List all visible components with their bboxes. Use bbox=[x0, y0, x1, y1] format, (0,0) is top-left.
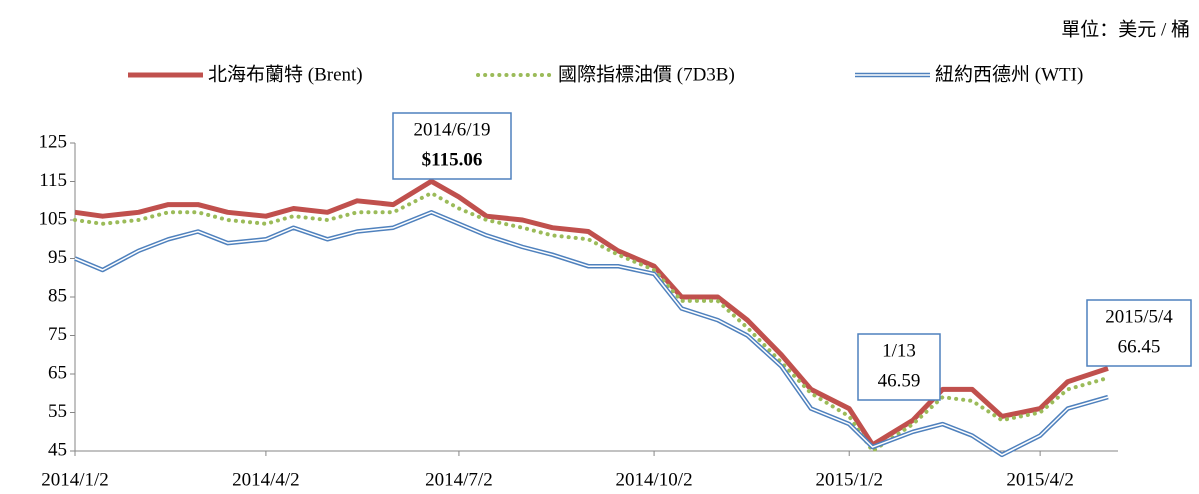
y-tick-label: 125 bbox=[39, 131, 68, 152]
series-line bbox=[74, 210, 1109, 458]
y-tick-label: 105 bbox=[39, 208, 68, 229]
y-tick-label: 85 bbox=[48, 285, 67, 306]
legend-label: 國際指標油價 (7D3B) bbox=[558, 63, 735, 85]
series-line bbox=[73, 191, 1110, 453]
annotation-text: 66.45 bbox=[1118, 336, 1161, 357]
unit-label: 單位：美元 / 桶 bbox=[1061, 18, 1190, 40]
y-tick-label: 55 bbox=[48, 401, 67, 422]
x-tick-label: 2015/1/2 bbox=[815, 469, 883, 490]
x-tick-label: 2015/4/2 bbox=[1006, 469, 1074, 490]
annotation-text: $115.06 bbox=[422, 149, 483, 170]
legend-label: 北海布蘭特 (Brent) bbox=[208, 63, 363, 85]
x-tick-label: 2014/4/2 bbox=[232, 469, 300, 490]
x-tick-label: 2014/1/2 bbox=[41, 469, 109, 490]
y-tick-label: 65 bbox=[48, 362, 67, 383]
x-tick-label: 2014/10/2 bbox=[616, 469, 693, 490]
annotation-box bbox=[857, 333, 941, 401]
y-tick-label: 115 bbox=[39, 170, 67, 191]
x-tick-label: 2014/7/2 bbox=[425, 469, 493, 490]
annotation-text: 1/13 bbox=[882, 340, 916, 361]
y-tick-label: 95 bbox=[48, 247, 67, 268]
annotation-text: 46.59 bbox=[878, 370, 921, 391]
annotation-box bbox=[1086, 299, 1192, 367]
y-tick-label: 75 bbox=[48, 324, 67, 345]
y-tick-label: 45 bbox=[48, 439, 67, 460]
annotation-text: 2015/5/4 bbox=[1105, 306, 1173, 327]
legend-label: 紐約西德州 (WTI) bbox=[935, 63, 1083, 85]
annotation-text: 2014/6/19 bbox=[413, 119, 490, 140]
annotation-box bbox=[392, 112, 512, 180]
series-line-inner bbox=[74, 211, 1109, 456]
